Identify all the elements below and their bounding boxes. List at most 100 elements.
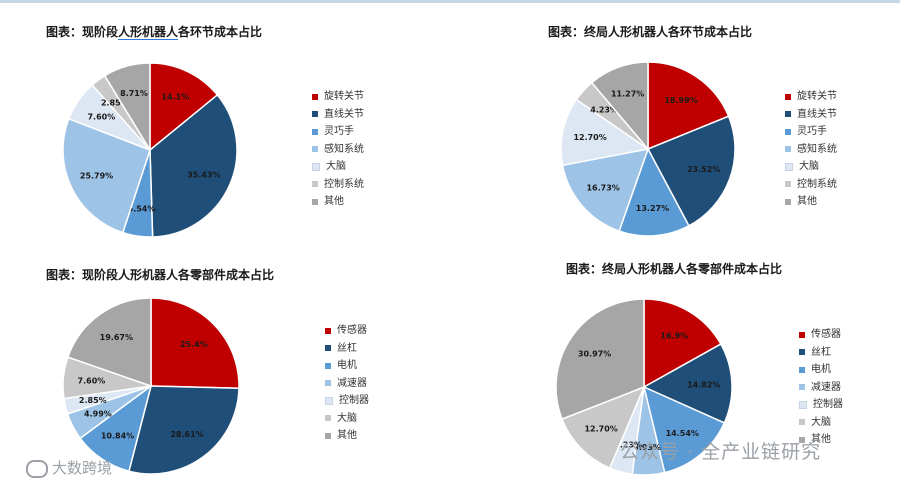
legend-item: 减速器	[325, 375, 369, 393]
legend-label: 其他	[797, 196, 817, 207]
legend-swatch	[312, 198, 318, 205]
pie-slice	[560, 98, 650, 167]
pie-slice	[128, 385, 240, 475]
top-divider	[0, 0, 900, 3]
slice-value-label: 30.97%	[578, 349, 611, 358]
legend-label: 大脑	[811, 416, 831, 428]
pie-slice	[646, 115, 736, 227]
slice-value-label: 35.43%	[187, 171, 220, 180]
pie-slice	[149, 62, 219, 152]
legend-item: 直线关节	[312, 106, 364, 124]
chart-legend: 旋转关节 直线关节 灵巧手 感知系统 大脑 控制系统 其他	[785, 88, 837, 211]
pie-slice	[62, 117, 151, 234]
slice-value-label: 12.70%	[584, 425, 617, 434]
chart-legend: 旋转关节直线关节灵巧手感知系统大脑控制系统其他	[312, 88, 364, 211]
legend-swatch	[799, 419, 805, 426]
legend-label: 旋转关节	[797, 91, 837, 102]
legend-item: 其他	[799, 431, 843, 449]
legend-label: 灵巧手	[324, 126, 354, 137]
pie-slice	[66, 297, 152, 388]
slice-value-label: 2.85%	[79, 396, 107, 405]
legend-swatch	[799, 384, 805, 391]
legend-label: 控制器	[813, 399, 843, 410]
slice-value-label: 10.84%	[101, 432, 134, 441]
legend-swatch	[325, 327, 331, 334]
legend-item: 大脑	[325, 410, 369, 428]
legend-swatch	[312, 146, 318, 153]
legend-swatch	[312, 111, 318, 118]
legend-item: 灵巧手	[312, 123, 364, 141]
legend-item: 大脑	[312, 158, 364, 176]
legend-label: 控制器	[339, 395, 369, 406]
legend-label: 电机	[811, 364, 831, 375]
legend-swatch	[312, 128, 318, 135]
slice-value-label: 14.82%	[687, 380, 720, 389]
chart-title: 图表：终局人形机器人各零部件成本占比	[566, 262, 783, 276]
legend-label: 大脑	[337, 412, 357, 424]
legend-label: 大脑	[799, 161, 819, 172]
legend-swatch	[312, 93, 318, 100]
legend-item: 控制系统	[312, 176, 364, 194]
pie-slice	[121, 149, 154, 238]
legend-item: 灵巧手	[785, 123, 837, 141]
legend-item: 传感器	[799, 326, 843, 344]
legend-swatch	[785, 128, 791, 135]
pie-slice	[103, 62, 151, 153]
legend-label: 控制系统	[797, 178, 837, 190]
legend-item: 控制器	[799, 396, 843, 414]
legend-swatch	[312, 162, 320, 171]
legend-swatch	[325, 362, 331, 369]
legend-item: 传感器	[325, 322, 369, 340]
legend-swatch	[312, 181, 318, 188]
slice-value-label: 7.60%	[87, 112, 115, 121]
legend-label: 控制系统	[324, 178, 364, 190]
legend-item: 其他	[785, 193, 837, 211]
pie-slice	[66, 385, 152, 440]
legend-swatch	[785, 111, 791, 118]
legend-label: 灵巧手	[797, 126, 827, 137]
slice-value-label: 28.61%	[170, 430, 203, 439]
pie-slice	[575, 81, 649, 150]
slice-value-label: 25.79%	[80, 171, 113, 180]
legend-label: 其他	[337, 430, 357, 441]
legend-swatch	[799, 366, 805, 373]
legend-item: 丝杠	[799, 344, 843, 362]
pie-slice	[561, 148, 650, 233]
legend-label: 丝杠	[337, 342, 357, 354]
legend-label: 其他	[811, 434, 831, 445]
legend-label: 感知系统	[324, 143, 364, 155]
legend-item: 其他	[325, 427, 369, 445]
legend-label: 其他	[324, 196, 344, 207]
slice-value-label: 2.85%	[101, 98, 129, 107]
legend-item: 减速器	[799, 379, 843, 397]
pie-slice	[63, 385, 152, 415]
legend-swatch	[785, 146, 791, 153]
legend-swatch	[785, 162, 793, 171]
legend-swatch	[785, 181, 791, 188]
slice-value-label: 12.70%	[573, 133, 606, 142]
legend-swatch	[325, 415, 331, 422]
slice-value-label: 4.99%	[84, 410, 112, 419]
pie-slice	[67, 83, 151, 151]
legend-item: 大脑	[785, 158, 837, 176]
slice-value-label: 7.60%	[78, 376, 106, 385]
slice-value-label: 11.27%	[611, 89, 644, 98]
slice-value-label: 23.52%	[687, 165, 720, 174]
legend-swatch	[325, 432, 331, 439]
legend-item: 旋转关节	[785, 88, 837, 106]
legend-item: 其他	[312, 193, 364, 211]
slice-value-label: 25.4%	[180, 340, 208, 349]
legend-label: 旋转关节	[324, 91, 364, 102]
slice-value-label: 16.73%	[586, 184, 619, 193]
pie-slice	[647, 61, 730, 151]
pie-slice	[618, 147, 690, 237]
watermark-logo-icon	[26, 459, 48, 478]
chart-title: 图表：现阶段人形机器人各环节成本占比	[46, 25, 263, 39]
slice-value-label: 14.1%	[161, 93, 189, 102]
pie-slice	[150, 297, 240, 390]
legend-swatch	[785, 93, 791, 100]
pie-slice	[555, 298, 645, 421]
pie-slice	[590, 61, 649, 152]
